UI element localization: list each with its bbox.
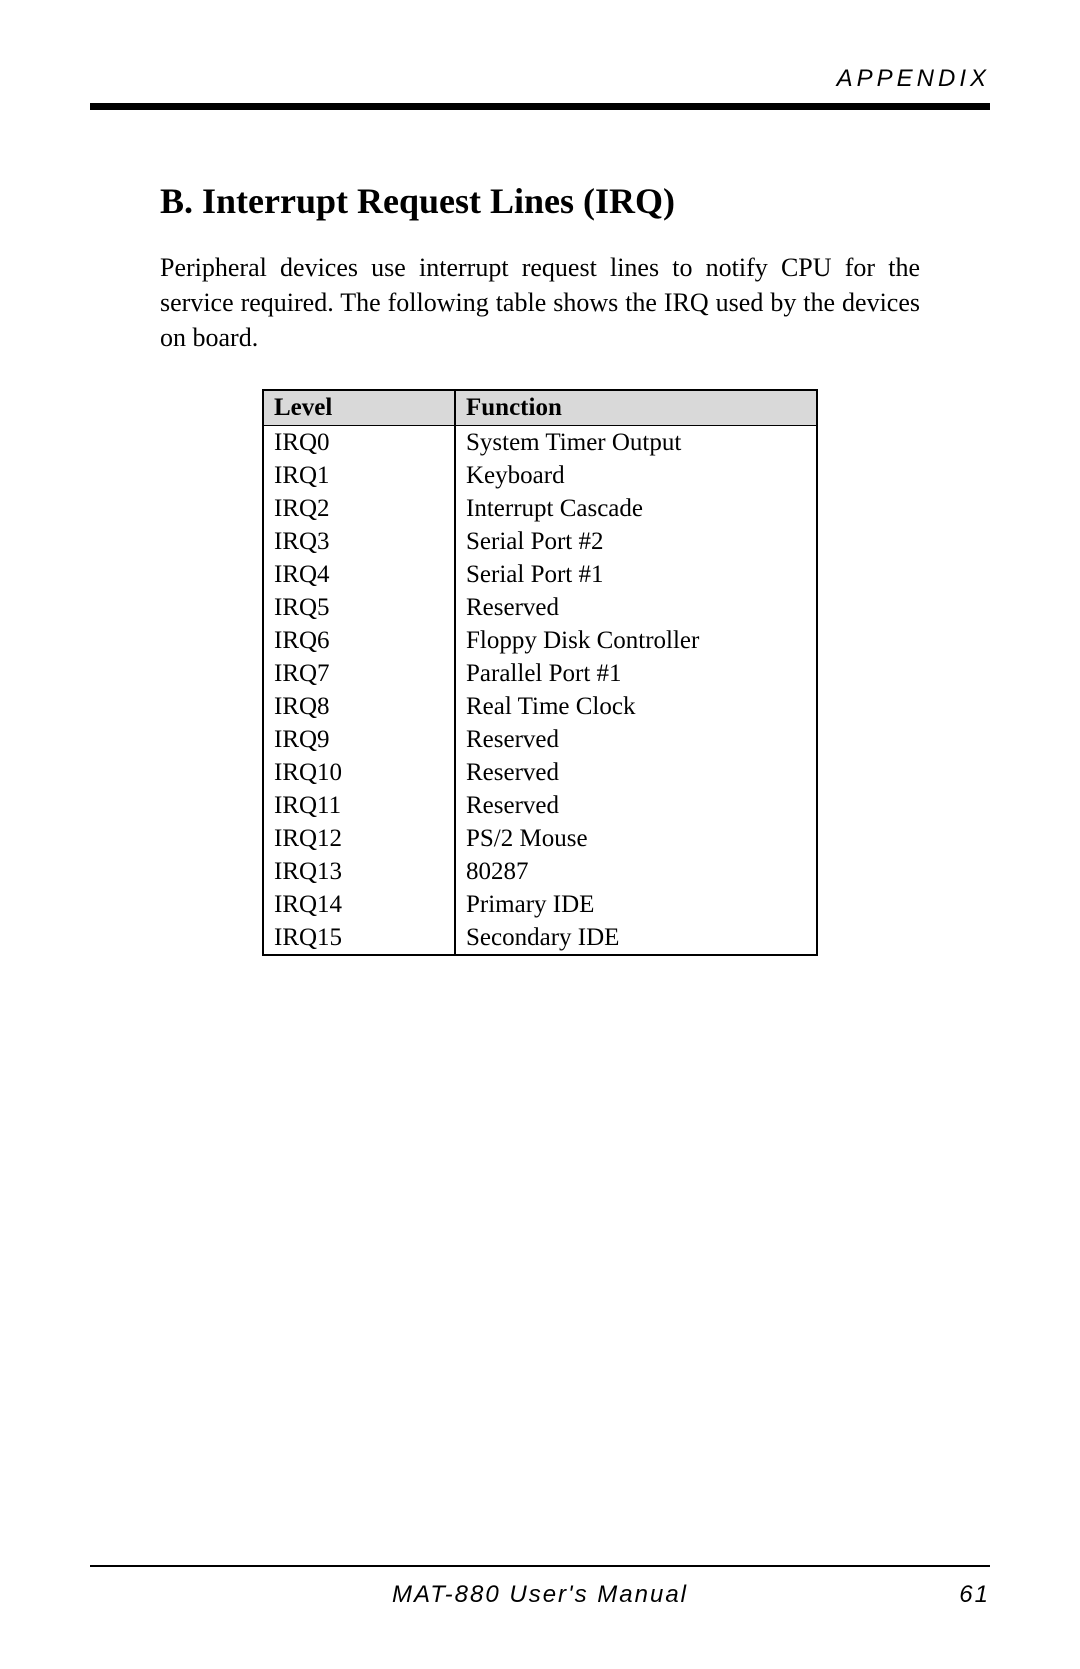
table-cell-level: IRQ13: [263, 855, 455, 888]
manual-page: APPENDIX B. Interrupt Request Lines (IRQ…: [0, 0, 1080, 1669]
table-row: IRQ5Reserved: [263, 591, 817, 624]
table-cell-function: Floppy Disk Controller: [455, 624, 817, 657]
table-cell-level: IRQ6: [263, 624, 455, 657]
section-title: B. Interrupt Request Lines (IRQ): [160, 180, 920, 222]
table-cell-level: IRQ8: [263, 690, 455, 723]
header-rule: [90, 103, 990, 110]
table-row: IRQ1Keyboard: [263, 459, 817, 492]
table-header-row: Level Function: [263, 390, 817, 426]
table-cell-level: IRQ5: [263, 591, 455, 624]
table-row: IRQ11Reserved: [263, 789, 817, 822]
table-cell-function: Reserved: [455, 789, 817, 822]
table-cell-level: IRQ10: [263, 756, 455, 789]
table-header-level: Level: [263, 390, 455, 426]
table-row: IRQ3Serial Port #2: [263, 525, 817, 558]
table-cell-function: Serial Port #1: [455, 558, 817, 591]
table-cell-function: 80287: [455, 855, 817, 888]
table-row: IRQ15Secondary IDE: [263, 921, 817, 955]
table-cell-function: Reserved: [455, 723, 817, 756]
table-cell-function: Reserved: [455, 756, 817, 789]
table-cell-function: Primary IDE: [455, 888, 817, 921]
table-cell-function: Interrupt Cascade: [455, 492, 817, 525]
footer-page-number: 61: [930, 1581, 990, 1609]
table-cell-level: IRQ15: [263, 921, 455, 955]
table-header-function: Function: [455, 390, 817, 426]
table-cell-level: IRQ3: [263, 525, 455, 558]
irq-table-body: IRQ0System Timer OutputIRQ1KeyboardIRQ2I…: [263, 426, 817, 956]
table-cell-level: IRQ7: [263, 657, 455, 690]
table-cell-function: Secondary IDE: [455, 921, 817, 955]
irq-table: Level Function IRQ0System Timer OutputIR…: [262, 389, 818, 956]
table-row: IRQ14Primary IDE: [263, 888, 817, 921]
table-row: IRQ12PS/2 Mouse: [263, 822, 817, 855]
table-cell-level: IRQ1: [263, 459, 455, 492]
table-cell-level: IRQ4: [263, 558, 455, 591]
table-row: IRQ8Real Time Clock: [263, 690, 817, 723]
irq-table-wrap: Level Function IRQ0System Timer OutputIR…: [160, 389, 920, 956]
table-cell-function: Keyboard: [455, 459, 817, 492]
table-row: IRQ9Reserved: [263, 723, 817, 756]
table-cell-level: IRQ11: [263, 789, 455, 822]
table-cell-level: IRQ9: [263, 723, 455, 756]
footer-manual-title: MAT-880 User's Manual: [150, 1581, 930, 1609]
header-section-label: APPENDIX: [90, 65, 990, 93]
footer-rule: [90, 1565, 990, 1567]
table-cell-function: System Timer Output: [455, 426, 817, 460]
section-intro: Peripheral devices use interrupt request…: [160, 250, 920, 355]
table-cell-function: Serial Port #2: [455, 525, 817, 558]
table-cell-level: IRQ14: [263, 888, 455, 921]
table-row: IRQ2Interrupt Cascade: [263, 492, 817, 525]
page-footer: MAT-880 User's Manual 61: [90, 1565, 990, 1609]
content-area: B. Interrupt Request Lines (IRQ) Periphe…: [90, 180, 990, 956]
table-cell-level: IRQ12: [263, 822, 455, 855]
table-row: IRQ4Serial Port #1: [263, 558, 817, 591]
table-row: IRQ0System Timer Output: [263, 426, 817, 460]
table-cell-function: Real Time Clock: [455, 690, 817, 723]
table-row: IRQ6Floppy Disk Controller: [263, 624, 817, 657]
table-cell-level: IRQ0: [263, 426, 455, 460]
table-cell-function: PS/2 Mouse: [455, 822, 817, 855]
table-row: IRQ1380287: [263, 855, 817, 888]
table-cell-function: Parallel Port #1: [455, 657, 817, 690]
table-cell-level: IRQ2: [263, 492, 455, 525]
table-row: IRQ10Reserved: [263, 756, 817, 789]
table-cell-function: Reserved: [455, 591, 817, 624]
footer-row: MAT-880 User's Manual 61: [90, 1581, 990, 1609]
table-row: IRQ7Parallel Port #1: [263, 657, 817, 690]
